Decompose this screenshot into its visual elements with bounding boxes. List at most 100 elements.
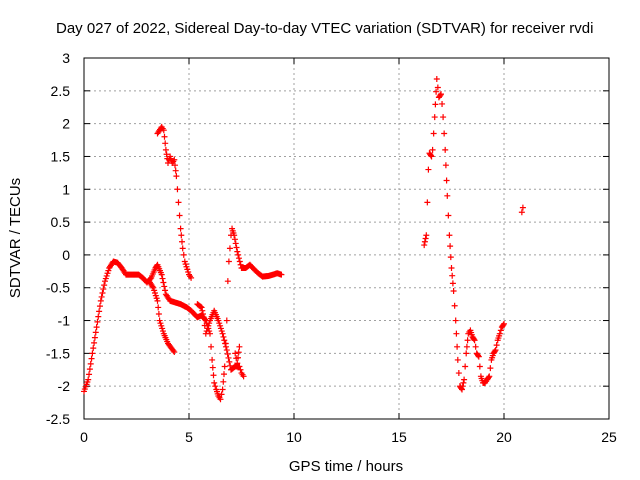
data-point <box>459 383 466 390</box>
x-tick-labels: 0 5 10 15 20 25 <box>80 429 617 445</box>
data-point <box>445 212 452 219</box>
data-point <box>421 242 428 249</box>
data-point <box>487 365 494 372</box>
data-point <box>219 386 226 393</box>
data-point <box>223 347 230 354</box>
data-point <box>470 336 477 343</box>
data-point <box>219 330 226 337</box>
data-point <box>178 232 185 239</box>
data-point <box>217 396 224 403</box>
data-point <box>438 91 444 98</box>
data-point <box>500 321 507 328</box>
x-tick-label: 5 <box>185 429 193 445</box>
data-point <box>223 317 230 324</box>
data-point <box>428 153 435 160</box>
data-point <box>208 343 215 350</box>
grid-layer <box>84 58 609 419</box>
data-point <box>86 371 93 378</box>
data-point <box>151 289 158 296</box>
data-point <box>475 352 482 359</box>
data-point <box>203 328 210 335</box>
data-point <box>224 351 231 358</box>
data-point <box>209 364 216 371</box>
data-point <box>155 304 162 311</box>
data-point <box>447 243 454 250</box>
data-point <box>205 322 212 329</box>
data-point <box>183 263 190 270</box>
data-points <box>81 76 526 403</box>
data-point <box>171 349 178 356</box>
data-point <box>433 76 440 83</box>
data-point <box>432 101 439 108</box>
data-point <box>94 318 101 325</box>
data-point <box>278 271 285 278</box>
data-point <box>441 130 448 137</box>
data-point <box>93 324 100 331</box>
data-point <box>226 358 233 365</box>
data-point <box>210 372 217 379</box>
data-point <box>427 152 434 159</box>
data-point <box>235 354 241 361</box>
data-point <box>236 363 243 370</box>
data-point <box>96 303 103 310</box>
data-point <box>224 278 231 285</box>
x-tick-label: 25 <box>601 429 617 445</box>
data-point <box>433 88 440 95</box>
data-point <box>450 288 457 295</box>
y-tick-label: -0.5 <box>46 280 70 296</box>
data-point <box>159 275 166 282</box>
data-point <box>105 267 112 274</box>
data-point <box>421 238 428 245</box>
data-point <box>233 244 240 251</box>
data-point <box>180 251 187 258</box>
data-point <box>234 360 241 367</box>
data-point <box>462 363 469 370</box>
data-point <box>501 320 507 327</box>
data-point <box>220 378 227 385</box>
data-point <box>202 330 209 337</box>
data-point <box>199 307 206 314</box>
data-point <box>476 363 483 370</box>
series-arc-1 <box>81 225 285 403</box>
data-point <box>160 279 167 286</box>
y-axis-title: SDTVAR / TECUs <box>7 178 24 298</box>
data-point <box>221 363 228 370</box>
data-point <box>464 337 471 344</box>
y-tick-label: -1.5 <box>46 345 70 361</box>
data-point <box>235 349 242 356</box>
data-point <box>225 354 232 361</box>
data-point <box>222 343 229 350</box>
data-point <box>176 212 183 219</box>
data-point <box>204 325 211 332</box>
data-point <box>237 366 244 373</box>
data-point <box>161 283 168 290</box>
data-point <box>200 314 207 321</box>
data-point <box>217 322 224 329</box>
data-point <box>442 146 449 153</box>
x-tick-label: 10 <box>286 429 302 445</box>
data-point <box>103 272 110 279</box>
y-tick-label: -1 <box>58 313 71 329</box>
data-point <box>448 265 455 272</box>
data-point <box>440 114 447 121</box>
data-point <box>171 156 178 163</box>
data-point <box>151 287 158 294</box>
series-arc-6 <box>421 76 507 393</box>
series-arc-2 <box>146 278 178 356</box>
series-arc-4 <box>194 301 247 380</box>
data-point <box>155 310 162 317</box>
data-point <box>460 379 467 386</box>
y-tick-label: 1.5 <box>51 148 71 164</box>
y-tick-labels: -2.5 -2 -1.5 -1 -0.5 0 0.5 1 1.5 2 2.5 3 <box>46 50 70 427</box>
data-point <box>156 317 163 324</box>
data-point <box>519 204 526 211</box>
data-point <box>97 297 104 304</box>
data-point <box>430 130 437 137</box>
data-point <box>211 379 218 386</box>
data-point <box>454 343 461 350</box>
x-tick-label: 0 <box>80 429 88 445</box>
data-point <box>232 350 239 357</box>
data-point <box>240 373 247 380</box>
data-point <box>235 255 242 262</box>
data-point <box>455 370 462 377</box>
